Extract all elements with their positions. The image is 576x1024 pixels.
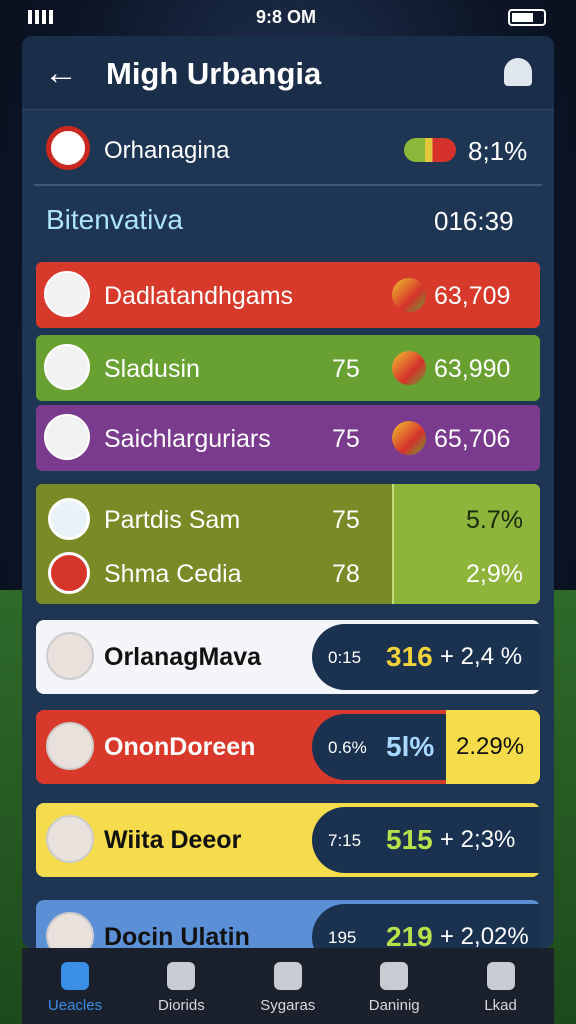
header-bar [22, 36, 554, 110]
battery-icon [508, 9, 546, 26]
card-stat: 0:15 [328, 648, 362, 667]
row-avatar [44, 414, 90, 460]
row-avatar [44, 344, 90, 390]
player-card[interactable]: OnonDoreen 0.6% 5l% 2.29% [36, 710, 540, 784]
card-change: + 2,02% [440, 923, 529, 949]
nav-label: Lkad [484, 997, 517, 1014]
nav-label: Diorids [158, 997, 205, 1014]
card-name: OnonDoreen [104, 733, 256, 761]
profile-button[interactable] [504, 58, 532, 86]
nav-label: Sygaras [260, 997, 316, 1014]
nav-item[interactable]: Sygaras [235, 948, 341, 1024]
card-score: 219 [386, 921, 433, 949]
card-name: Wiita Deeor [104, 826, 242, 854]
card-score: 316 [386, 641, 433, 672]
nav-icon [380, 962, 409, 990]
card-pill [312, 904, 540, 948]
flag-icons [404, 138, 456, 162]
card-change: + 2;3% [440, 826, 516, 853]
card-change: 2.29% [456, 733, 525, 760]
summary-value: 8;1% [468, 136, 528, 166]
player-card[interactable]: Docin Ulatin 195 219 + 2,02% [36, 900, 540, 948]
nav-icon [167, 962, 196, 990]
pair-value: 2;9% [466, 560, 523, 588]
panel: ← Migh Urbangia Orhanagina 8;1% Bitenvat… [22, 36, 554, 948]
section-value: 016:39 [434, 206, 514, 236]
row-badge [392, 278, 426, 312]
card-score: 515 [386, 824, 433, 855]
card-avatar [46, 912, 94, 948]
card-pill [312, 807, 540, 873]
summary-label: Orhanagina [104, 137, 230, 164]
nav-icon [486, 962, 515, 990]
pair-value: 5.7% [466, 506, 523, 534]
row-badge [392, 351, 426, 385]
card-stat: 195 [328, 928, 357, 947]
row-name: Sladusin [104, 355, 200, 383]
nav-icon [273, 962, 302, 990]
pair-highlight [392, 484, 540, 604]
club-logo [46, 126, 90, 170]
bottom-nav: Ueacles Diorids Sygaras Daninig Lkad [22, 948, 554, 1024]
nav-label: Ueacles [47, 997, 103, 1014]
card-avatar [46, 722, 94, 770]
row-value: 63,709 [434, 282, 511, 310]
back-button[interactable]: ← [44, 54, 78, 92]
change-box [446, 710, 540, 784]
signal-icon [28, 10, 54, 24]
nav-label: Daninig [368, 997, 420, 1014]
divider [34, 184, 542, 186]
list-row[interactable]: Saichlarguriars 75 65,706 [36, 405, 540, 471]
row-score: 75 [332, 425, 360, 453]
card-stat: 0.6% [328, 738, 367, 757]
nav-item[interactable]: Lkad [448, 948, 554, 1024]
section-title: Bitenvativa [46, 204, 183, 235]
row-avatar [44, 271, 90, 317]
player-card[interactable]: OrlanagMava 0:15 316 + 2,4 % [36, 620, 540, 694]
card-change: + 2,4 % [440, 643, 523, 670]
pair-name: Partdis Sam [104, 506, 241, 534]
header-title: Migh Urbangia [106, 56, 322, 91]
list-row[interactable]: Sladusin 75 63,990 [36, 335, 540, 401]
player-card[interactable]: Wiita Deeor 7:15 515 + 2;3% [36, 803, 540, 877]
row-name: Dadlatandhgams [104, 282, 294, 310]
row-value: 63,990 [434, 355, 511, 383]
pair-name: Shma Cedia [104, 560, 242, 588]
nav-icon [61, 962, 89, 990]
row-name: Saichlarguriars [104, 425, 271, 453]
card-score: 5l% [386, 731, 435, 762]
pair-block[interactable]: Partdis Sam 75 5.7% Shma Cedia 78 2;9% [36, 484, 540, 604]
row-value: 65,706 [434, 425, 511, 453]
nav-item[interactable]: Daninig [341, 948, 447, 1024]
card-avatar [46, 632, 94, 680]
list-row[interactable]: Dadlatandhgams 63,709 [36, 262, 540, 328]
pair-score: 78 [332, 560, 360, 588]
card-name: Docin Ulatin [104, 923, 250, 949]
pair-icon [48, 498, 90, 540]
row-badge [392, 421, 426, 455]
card-pill [312, 624, 540, 690]
nav-item[interactable]: Diorids [128, 948, 234, 1024]
row-score: 75 [332, 355, 360, 383]
card-stat: 7:15 [328, 831, 362, 850]
card-avatar [46, 815, 94, 863]
status-time: 9:8 OM [256, 7, 317, 27]
pair-icon [48, 552, 90, 594]
pair-score: 75 [332, 506, 360, 534]
card-name: OrlanagMava [104, 643, 262, 671]
nav-item[interactable]: Ueacles [22, 948, 128, 1024]
